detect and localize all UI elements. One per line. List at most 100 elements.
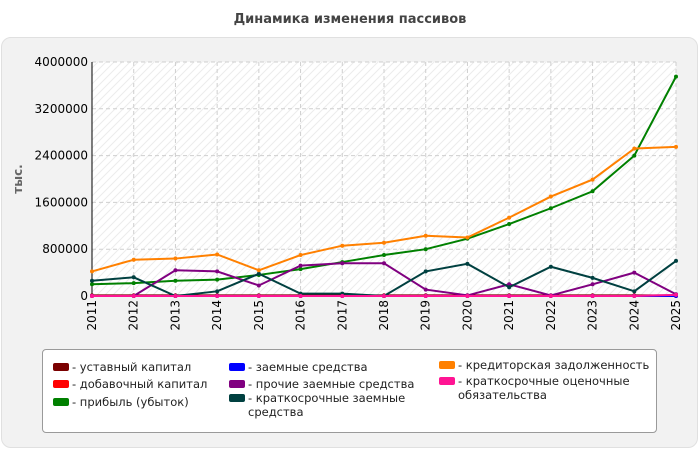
series-point — [465, 235, 470, 240]
series-point — [298, 263, 303, 268]
series-point — [215, 294, 220, 298]
x-tick-label: 2019 — [419, 300, 433, 331]
series-point — [173, 278, 178, 283]
series-point — [423, 269, 428, 274]
chart-title: Динамика изменения пассивов — [233, 12, 467, 27]
legend-label: - добавочный капитал — [72, 377, 208, 391]
series-point — [382, 240, 386, 245]
series-point — [590, 177, 595, 182]
series-point — [90, 269, 94, 274]
legend-item-8: - краткосрочные оценочные обязательства — [439, 374, 649, 402]
y-tick-label: 0 — [80, 289, 88, 303]
legend: - уставный капитал - добавочный капитал … — [42, 349, 657, 433]
series-point — [632, 270, 637, 275]
x-tick-label: 2023 — [586, 300, 600, 331]
x-tick-label: 2025 — [669, 300, 683, 331]
series-point — [632, 294, 637, 298]
x-tick-label: 2015 — [252, 300, 266, 331]
series-point — [340, 294, 345, 298]
series-point — [465, 294, 470, 298]
series-point — [423, 294, 428, 298]
legend-label: - заемные средства — [248, 360, 368, 374]
series-point — [590, 189, 595, 194]
series-point — [632, 146, 637, 151]
series-point — [674, 74, 678, 79]
x-tick-label: 2014 — [210, 300, 224, 331]
legend-label: - краткосрочные заемные средства — [248, 391, 406, 419]
series-point — [507, 215, 512, 220]
series-point — [507, 282, 512, 287]
series-point — [465, 261, 470, 266]
series-point — [423, 247, 428, 252]
legend-swatch — [53, 380, 69, 388]
series-point — [423, 233, 428, 238]
series-point — [340, 261, 345, 266]
legend-item-5: - прочие заемные средства — [229, 377, 419, 391]
series-point — [340, 243, 345, 248]
series-point — [90, 294, 94, 298]
legend-swatch — [439, 377, 455, 385]
legend-swatch — [439, 361, 455, 369]
y-axis-label: тыс. — [11, 164, 25, 193]
series-point — [90, 278, 94, 283]
series-point — [674, 144, 678, 149]
series-point — [423, 287, 428, 292]
series-point — [298, 267, 303, 272]
series-point — [173, 268, 178, 273]
legend-swatch — [229, 380, 245, 388]
legend-item-2: - добавочный капитал — [53, 377, 233, 391]
legend-item-7: - кредиторская задолженность — [439, 358, 654, 372]
series-point — [590, 275, 595, 280]
series-point — [298, 294, 303, 298]
legend-label: - краткосрочные оценочные обязательства — [458, 374, 630, 402]
series-point — [256, 271, 261, 276]
series-point — [131, 257, 136, 262]
legend-label: - прочие заемные средства — [248, 377, 415, 391]
series-point — [215, 289, 220, 294]
series-point — [507, 294, 512, 298]
legend-item-1: - уставный капитал — [53, 360, 233, 374]
series-point — [215, 252, 220, 257]
x-tick-label: 2021 — [502, 300, 516, 331]
series-point — [131, 294, 136, 298]
y-tick-label: 3200000 — [35, 102, 88, 116]
series-point — [90, 282, 94, 287]
series-point — [382, 261, 386, 266]
y-tick-label: 2400000 — [35, 149, 88, 163]
legend-item-4: - заемные средства — [229, 360, 419, 374]
legend-swatch — [53, 398, 69, 406]
series-point — [256, 294, 261, 298]
series-point — [382, 294, 386, 298]
series-point — [256, 268, 261, 273]
series-point — [590, 294, 595, 298]
series-point — [548, 264, 553, 269]
y-tick-label: 4000000 — [35, 55, 88, 69]
y-tick-label: 800000 — [42, 242, 88, 256]
legend-label: - кредиторская задолженность — [458, 358, 650, 372]
x-tick-label: 2012 — [127, 300, 141, 331]
y-tick-label: 1600000 — [35, 195, 88, 209]
x-tick-label: 2017 — [335, 300, 349, 331]
legend-item-6: - краткосрочные заемные средства — [229, 391, 429, 419]
series-point — [173, 294, 178, 298]
series-point — [215, 269, 220, 274]
series-point — [548, 194, 553, 199]
x-tick-label: 2022 — [544, 300, 558, 331]
x-tick-label: 2011 — [85, 300, 99, 331]
series-point — [298, 253, 303, 258]
legend-swatch — [53, 363, 69, 371]
series-point — [256, 283, 261, 288]
x-tick-label: 2018 — [377, 300, 391, 331]
legend-swatch — [229, 363, 245, 371]
series-point — [507, 222, 512, 227]
series-point — [131, 275, 136, 280]
x-tick-label: 2024 — [627, 300, 641, 331]
series-point — [507, 285, 512, 290]
legend-item-3: - прибыль (убыток) — [53, 395, 233, 409]
series-point — [590, 282, 595, 287]
series-point — [548, 206, 553, 211]
legend-label: - уставный капитал — [72, 360, 192, 374]
series-point — [632, 289, 637, 294]
legend-swatch — [229, 394, 245, 402]
